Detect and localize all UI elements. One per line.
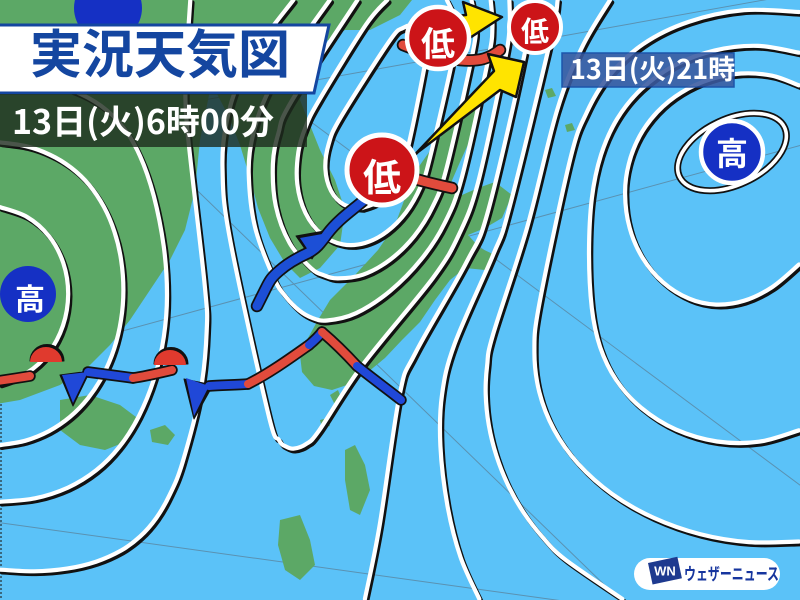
- svg-text:13日(火)6時00分: 13日(火)6時00分: [12, 95, 274, 144]
- svg-text:低: 低: [521, 10, 549, 50]
- svg-text:実況天気図: 実況天気図: [30, 13, 290, 88]
- svg-text:WN: WN: [654, 564, 676, 579]
- svg-text:ウェザーニュース: ウェザーニュース: [684, 560, 779, 585]
- svg-text:高: 高: [15, 275, 45, 319]
- svg-text:低: 低: [421, 17, 455, 66]
- svg-text:13日(火)21時: 13日(火)21時: [570, 48, 735, 87]
- svg-text:低: 低: [363, 147, 401, 202]
- svg-text:高: 高: [716, 129, 748, 175]
